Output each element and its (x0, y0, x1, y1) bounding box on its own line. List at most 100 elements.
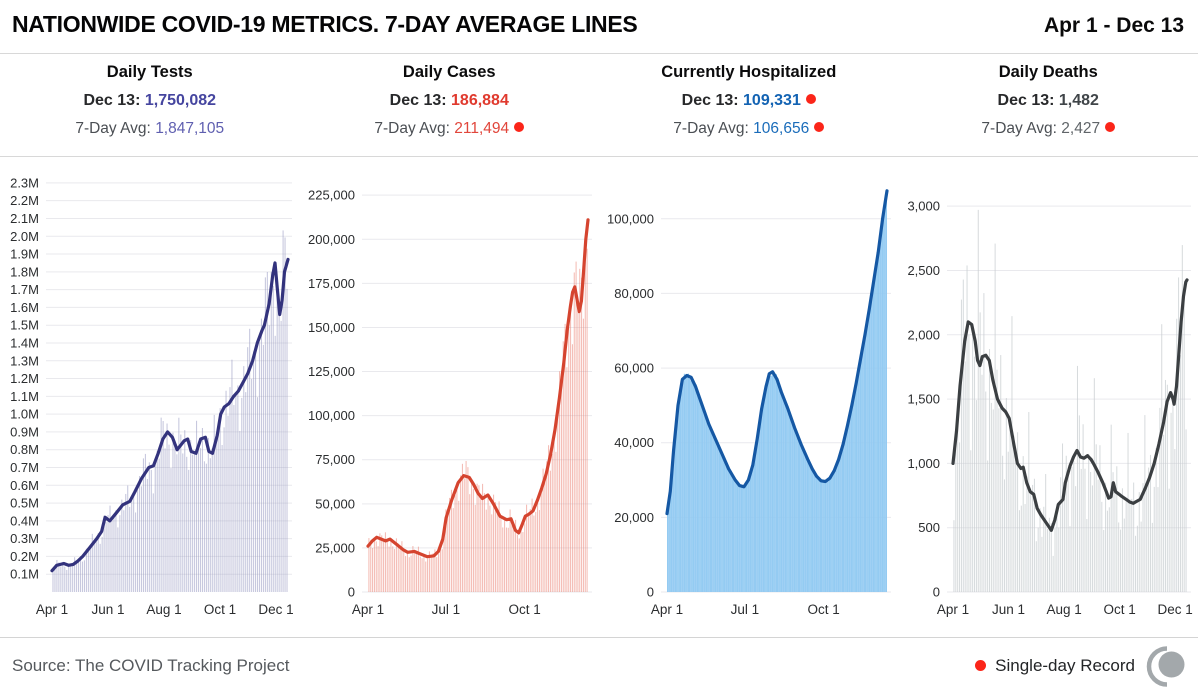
source-credit: Source: The COVID Tracking Project (12, 655, 290, 675)
svg-text:40,000: 40,000 (614, 435, 654, 450)
stat-title: Currently Hospitalized (661, 63, 837, 81)
svg-text:Aug 1: Aug 1 (146, 602, 181, 617)
stat-title: Daily Tests (106, 63, 193, 81)
stat-title: Daily Cases (402, 63, 496, 81)
svg-text:2,500: 2,500 (907, 263, 940, 278)
svg-text:0.5M: 0.5M (10, 496, 39, 511)
stat-currently-hospitalized: Currently Hospitalized Dec 13: 109,331 7… (599, 54, 899, 156)
svg-text:0.3M: 0.3M (10, 531, 39, 546)
svg-text:0.7M: 0.7M (10, 460, 39, 475)
stat-title: Daily Deaths (998, 63, 1098, 81)
svg-text:Apr 1: Apr 1 (36, 602, 68, 617)
svg-text:1.2M: 1.2M (10, 371, 39, 386)
stat-avg-label: 7-Day Avg: (374, 120, 450, 137)
chart-canvas: 0 500 1,000 1,500 2,000 2,500 3,000 Apr 1 Jun 1 A… (907, 199, 1192, 617)
record-dot (514, 122, 525, 132)
svg-text:1.6M: 1.6M (10, 300, 39, 315)
stat-avg-value: 7-Day Avg: 106,656 (599, 120, 899, 138)
svg-text:0.8M: 0.8M (10, 442, 39, 457)
svg-text:1.7M: 1.7M (10, 282, 39, 297)
svg-text:Oct 1: Oct 1 (508, 602, 540, 617)
stat-avg-label: 7-Day Avg: (75, 120, 151, 137)
single-day-record-label: Single-day Record (995, 655, 1135, 675)
svg-text:Dec 1: Dec 1 (1157, 602, 1192, 617)
chart-canvas: 0.1M 0.2M 0.3M 0.4M 0.5M 0.6M 0.7M 0.8M 0.9M 1.0M… (10, 175, 294, 617)
footer: Source: The COVID Tracking Project Singl… (0, 637, 1198, 693)
svg-text:500: 500 (918, 520, 940, 535)
svg-text:0.6M: 0.6M (10, 478, 39, 493)
svg-text:175,000: 175,000 (308, 276, 355, 291)
svg-text:50,000: 50,000 (315, 496, 355, 511)
svg-text:Jul 1: Jul 1 (431, 602, 460, 617)
stat-date-label: Dec 13: (389, 92, 447, 109)
chart-daily-cases: 0 25,000 50,000 75,000 100,000 125,000 150,000… (300, 157, 600, 637)
record-dot (814, 122, 825, 132)
svg-text:1.0M: 1.0M (10, 407, 39, 422)
stat-avg-value: 7-Day Avg: 2,427 (899, 120, 1198, 138)
record-dot (805, 94, 816, 104)
stat-daily-tests: Daily Tests Dec 13: 1,750,082 7-Day Avg:… (0, 54, 300, 156)
svg-text:Apr 1: Apr 1 (651, 602, 683, 617)
svg-text:225,000: 225,000 (308, 188, 355, 203)
stat-date-label: Dec 13: (83, 92, 141, 109)
date-range-label: Apr 1 - Dec 13 (1043, 14, 1184, 37)
stat-avg-number: 2,427 (1061, 120, 1101, 137)
svg-text:3,000: 3,000 (907, 199, 940, 214)
stat-latest-value: Dec 13: 186,884 (300, 92, 600, 110)
stat-date-label: Dec 13: (681, 92, 739, 109)
svg-text:Jul 1: Jul 1 (731, 602, 760, 617)
chart-canvas: 0 20,000 40,000 60,000 80,000 100,000 Apr 1 Jul… (607, 189, 891, 617)
svg-text:25,000: 25,000 (315, 540, 355, 555)
svg-text:80,000: 80,000 (614, 286, 654, 301)
svg-text:2.2M: 2.2M (10, 193, 39, 208)
svg-text:1.9M: 1.9M (10, 247, 39, 262)
svg-text:Aug 1: Aug 1 (1046, 602, 1081, 617)
stat-date-value: 109,331 (743, 92, 801, 109)
stat-latest-value: Dec 13: 1,482 (899, 92, 1198, 110)
svg-text:1,500: 1,500 (907, 392, 940, 407)
svg-text:Oct 1: Oct 1 (808, 602, 840, 617)
stat-date-value: 186,884 (451, 92, 509, 109)
svg-text:75,000: 75,000 (315, 452, 355, 467)
svg-text:1.4M: 1.4M (10, 335, 39, 350)
svg-text:200,000: 200,000 (308, 232, 355, 247)
svg-text:20,000: 20,000 (614, 510, 654, 525)
record-dot (1105, 122, 1116, 132)
svg-text:2.3M: 2.3M (10, 175, 39, 190)
stat-avg-label: 7-Day Avg: (981, 120, 1057, 137)
svg-text:Oct 1: Oct 1 (204, 602, 236, 617)
svg-text:Jun 1: Jun 1 (992, 602, 1025, 617)
svg-text:100,000: 100,000 (607, 211, 654, 226)
svg-text:2,000: 2,000 (907, 327, 940, 342)
svg-text:2.0M: 2.0M (10, 229, 39, 244)
stat-avg-value: 7-Day Avg: 211,494 (300, 120, 600, 138)
single-day-record-dot-icon (975, 660, 987, 671)
footer-legend: Single-day Record (975, 644, 1188, 688)
covid-tracking-project-logo-icon (1146, 645, 1185, 687)
svg-text:0: 0 (932, 585, 939, 600)
svg-text:0: 0 (347, 585, 354, 600)
svg-text:100,000: 100,000 (308, 408, 355, 423)
svg-text:1.1M: 1.1M (10, 389, 39, 404)
stat-latest-value: Dec 13: 1,750,082 (0, 92, 300, 110)
svg-text:0.9M: 0.9M (10, 424, 39, 439)
chart-canvas: 0 25,000 50,000 75,000 100,000 125,000 150,000… (308, 188, 592, 617)
svg-text:0: 0 (647, 585, 654, 600)
svg-text:60,000: 60,000 (614, 361, 654, 376)
chart-daily-deaths: 0 500 1,000 1,500 2,000 2,500 3,000 Apr 1 Jun 1 A… (899, 157, 1198, 637)
svg-text:1.5M: 1.5M (10, 318, 39, 333)
svg-text:150,000: 150,000 (308, 320, 355, 335)
stat-date-label: Dec 13: (997, 92, 1055, 109)
svg-text:125,000: 125,000 (308, 364, 355, 379)
svg-text:0.1M: 0.1M (10, 567, 39, 582)
svg-text:Jun 1: Jun 1 (92, 602, 125, 617)
svg-text:1.8M: 1.8M (10, 264, 39, 279)
stat-daily-cases: Daily Cases Dec 13: 186,884 7-Day Avg: 2… (300, 54, 600, 156)
stat-date-value: 1,482 (1058, 92, 1099, 109)
charts-row: 0.1M 0.2M 0.3M 0.4M 0.5M 0.6M 0.7M 0.8M 0.9M 1.0M… (0, 157, 1198, 637)
chart-currently-hospitalized: 0 20,000 40,000 60,000 80,000 100,000 Apr 1 Jul… (599, 157, 899, 637)
svg-text:Dec 1: Dec 1 (258, 602, 293, 617)
chart-daily-tests: 0.1M 0.2M 0.3M 0.4M 0.5M 0.6M 0.7M 0.8M 0.9M 1.0M… (0, 157, 300, 637)
svg-text:0.2M: 0.2M (10, 549, 39, 564)
stat-avg-number: 211,494 (454, 120, 510, 137)
